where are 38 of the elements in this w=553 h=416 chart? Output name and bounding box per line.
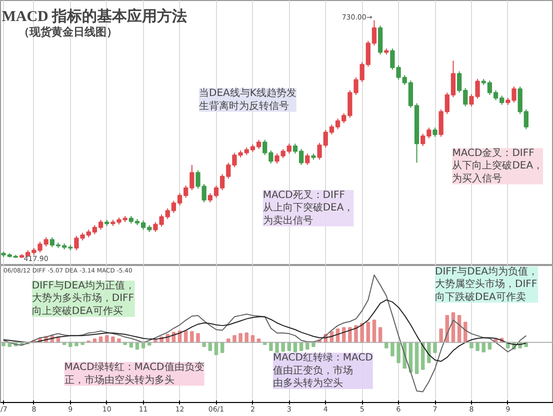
bar [470, 342, 474, 348]
annotation: MACD红转绿：MACD值由正变负，市场由多头转为空头 [272, 352, 374, 390]
bar [433, 342, 437, 354]
bar [482, 342, 486, 352]
bar [396, 342, 400, 364]
bar [232, 335, 236, 343]
annotation: MACD绿转红：MACD值由负变正，市场由空头转为多头 [64, 361, 204, 386]
bar [111, 336, 115, 343]
bar [366, 322, 370, 343]
bar [275, 342, 279, 354]
bar [378, 327, 382, 343]
bar [464, 322, 468, 343]
candlestick [305, 153, 310, 166]
bar [306, 342, 310, 350]
bar [348, 327, 352, 343]
bar [360, 323, 364, 343]
text: （现货黄金日线图） [18, 25, 118, 38]
bar [372, 320, 376, 343]
bar [384, 342, 388, 348]
annotation: 当DEA线与K线趋势发生背离时为反转信号 [199, 87, 296, 112]
annotation: DIFF与DEA均为正值，大势为多头市场，DIFF向上突破DEA可作买 [32, 280, 135, 317]
bar [281, 342, 285, 352]
bar [427, 342, 431, 364]
bar [476, 342, 480, 352]
bar [390, 342, 394, 356]
candlestick [432, 127, 438, 138]
bar [244, 332, 248, 343]
bar [269, 342, 273, 352]
bar [190, 331, 194, 343]
bar [414, 342, 419, 374]
bar [439, 328, 443, 343]
annotation: DIFF与DEA均为负值，大势属空头市场，DIFF向下跌破DEA可作卖 [435, 266, 538, 303]
bar [354, 325, 358, 343]
text: MACD 指标的基本应用方法 [2, 6, 188, 25]
bar [238, 333, 242, 343]
annotation: MACD死叉：DIFF从上向下突破DEA，为卖出信号 [262, 190, 354, 226]
bar [196, 333, 200, 343]
annotation: MACD金叉：DIFF从下向上突破DEA，为买入信号 [452, 147, 544, 184]
